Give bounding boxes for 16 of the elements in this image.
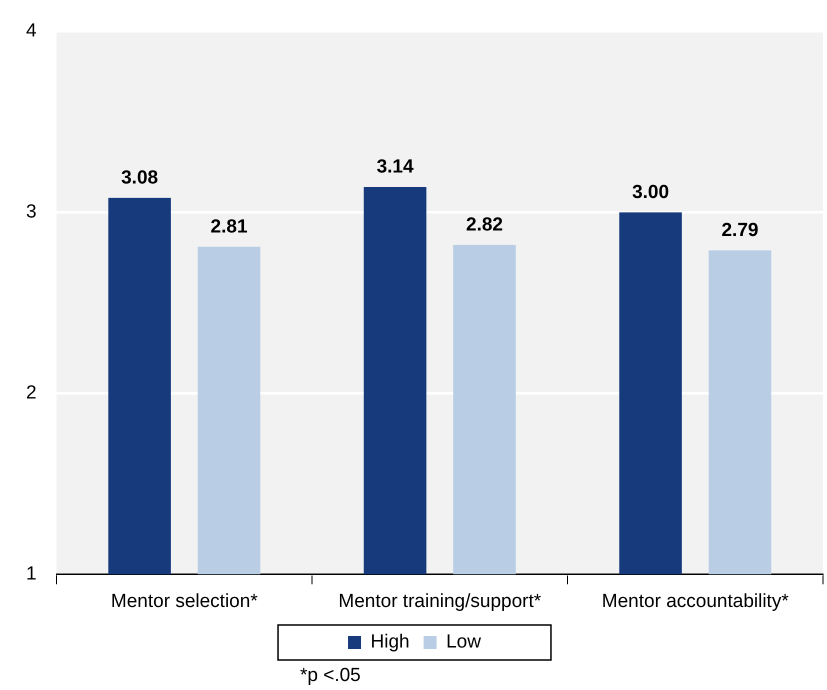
x-tick-label: Mentor selection* (110, 590, 258, 612)
x-tick-label: Mentor accountability* (602, 590, 790, 612)
y-tick-label: 2 (26, 382, 37, 404)
data-label: 3.14 (376, 156, 414, 178)
data-label: 3.00 (632, 182, 670, 204)
y-tick-label: 3 (26, 202, 37, 223)
data-label: 2.79 (721, 220, 758, 242)
text: *p <.05 (300, 665, 361, 687)
legend-label: Low (446, 632, 482, 653)
y-tick-label: 4 (26, 20, 37, 42)
data-label: 2.82 (466, 214, 503, 236)
data-label: 3.08 (121, 168, 158, 189)
x-tick-label: Mentor training/support* (338, 590, 542, 612)
legend-label: High (370, 632, 410, 653)
y-tick-label: 1 (26, 563, 37, 584)
data-label: 2.81 (210, 216, 248, 238)
